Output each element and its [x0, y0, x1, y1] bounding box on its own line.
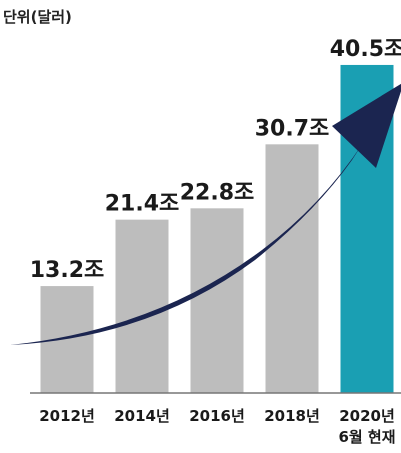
x-tick-label-4-line-1: 6월 현재 [338, 428, 395, 446]
bar-3 [265, 144, 319, 393]
bar-2 [190, 208, 244, 393]
bar-0 [40, 286, 94, 393]
trend-arrow-layer [10, 83, 401, 345]
unit-label: 단위(달러) [3, 8, 72, 26]
value-labels: 13.2조 21.4조 22.8조 30.7조 40.5조 [30, 37, 401, 283]
x-tick-label-3: 2018년 [264, 407, 320, 425]
x-tick-label-1: 2014년 [114, 407, 170, 425]
value-label-1: 21.4조 [105, 192, 180, 217]
value-label-3: 30.7조 [255, 116, 330, 141]
bar-1 [115, 219, 169, 393]
x-tick-label-0: 2012년 [39, 407, 95, 425]
value-label-2: 22.8조 [180, 180, 255, 205]
value-label-4: 40.5조 [330, 37, 401, 62]
trend-arrow-head [332, 83, 401, 168]
x-tick-labels: 2012년 2014년 2016년 2018년 2020년 6월 현재 [39, 407, 395, 446]
x-tick-label-4-line-0: 2020년 [339, 407, 395, 425]
x-tick-label-2: 2016년 [189, 407, 245, 425]
bars [40, 64, 394, 393]
value-label-0: 13.2조 [30, 258, 105, 283]
